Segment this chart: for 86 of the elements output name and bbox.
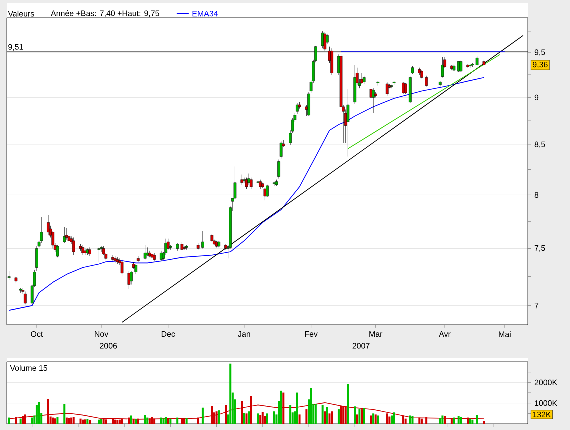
candlestick [460, 60, 463, 73]
bar [202, 408, 204, 424]
bar [472, 420, 474, 424]
bar [412, 416, 414, 424]
bar [66, 418, 68, 424]
candlestick [120, 260, 124, 277]
bar [310, 388, 312, 424]
bar [176, 418, 179, 424]
bar [476, 415, 478, 424]
bar [186, 418, 188, 424]
bar [458, 416, 460, 424]
bar [296, 392, 298, 424]
bar [266, 414, 269, 424]
bar [460, 417, 462, 424]
bar [338, 410, 340, 424]
bar [409, 416, 412, 424]
bar [328, 414, 331, 424]
bar [52, 418, 54, 424]
bar [246, 414, 248, 424]
bar [56, 417, 59, 424]
bar [260, 415, 262, 424]
bar [264, 416, 266, 424]
bar [31, 418, 34, 424]
candlestick [321, 31, 324, 49]
bar [331, 412, 334, 424]
candlestick [112, 255, 114, 262]
bar [453, 418, 456, 424]
candlestick [248, 174, 250, 186]
candlestick [234, 166, 237, 200]
bar [170, 418, 172, 424]
candlestick [56, 245, 60, 258]
bar [439, 418, 442, 424]
candlestick [278, 160, 280, 180]
bar [326, 407, 328, 424]
bar [243, 413, 246, 424]
bar [273, 412, 276, 424]
bar [248, 412, 250, 424]
candlestick [128, 270, 131, 290]
bar [347, 384, 350, 424]
bar [442, 416, 444, 424]
bar [64, 404, 66, 424]
bar [38, 402, 40, 424]
bar [72, 417, 75, 424]
candlestick [164, 238, 168, 256]
bar [358, 410, 361, 424]
bar [84, 420, 86, 424]
candlestick [24, 292, 27, 305]
line-series [8, 77, 485, 311]
candlestick [47, 214, 50, 236]
bar [393, 412, 396, 424]
bar [218, 410, 220, 424]
bar [70, 418, 73, 424]
bar [388, 416, 391, 424]
bar [230, 364, 232, 424]
bar [377, 416, 380, 424]
bar [322, 405, 324, 424]
bar [298, 414, 301, 424]
bar [356, 414, 358, 424]
bar [314, 404, 317, 424]
bar [324, 412, 326, 424]
bar [86, 419, 89, 424]
candlestick [66, 228, 68, 240]
bar [483, 421, 486, 424]
candlestick [72, 238, 76, 256]
bar [82, 420, 84, 424]
candlestick [264, 188, 267, 201]
bar [257, 414, 260, 424]
bar [8, 418, 10, 424]
bar [80, 418, 82, 424]
bar [144, 415, 146, 424]
candlestick [441, 57, 444, 78]
bar [54, 418, 56, 424]
bar [404, 418, 407, 424]
bar [68, 418, 70, 424]
bar [160, 418, 162, 424]
bar [306, 410, 308, 424]
bar [262, 412, 264, 424]
bar [290, 405, 292, 424]
bar [370, 416, 372, 424]
bar [162, 418, 165, 424]
candlestick [372, 88, 375, 114]
bar [280, 390, 282, 424]
bar [98, 420, 100, 424]
bar [36, 405, 38, 424]
bar [20, 418, 22, 424]
bar [354, 406, 356, 424]
